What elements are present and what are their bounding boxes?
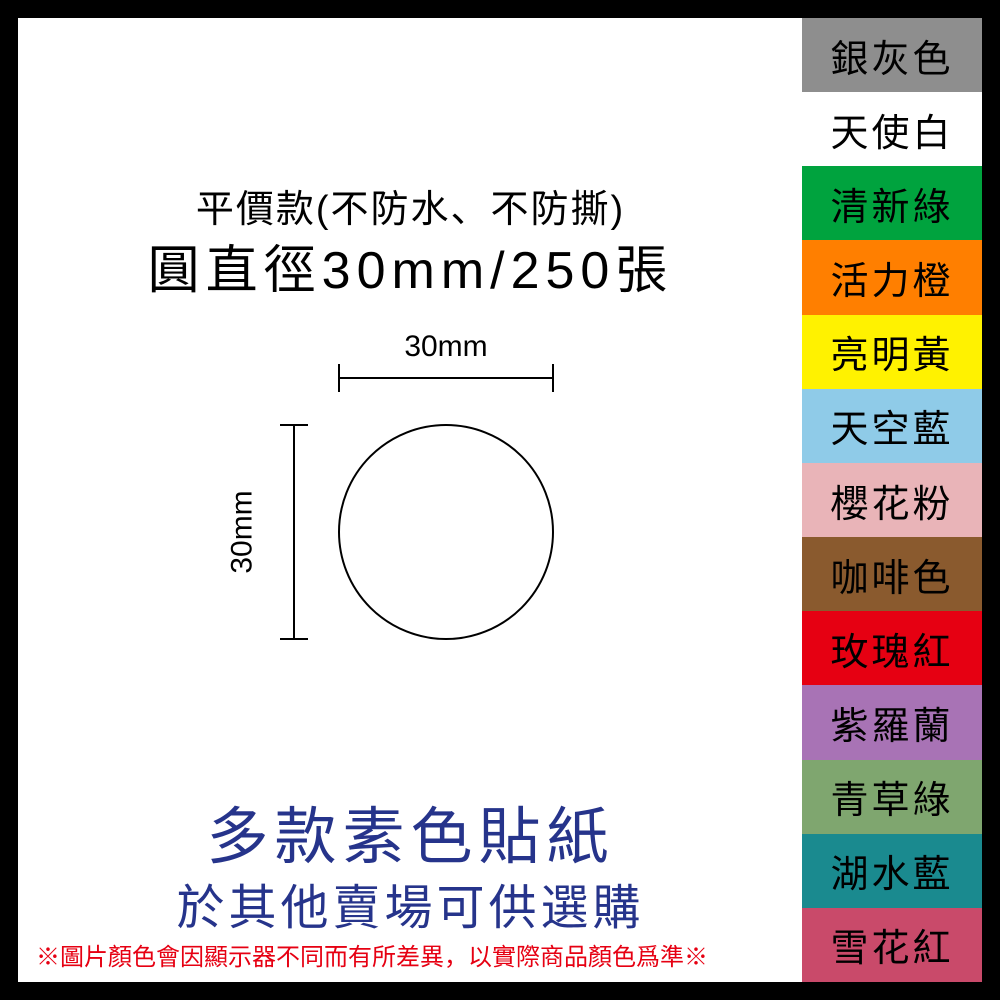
- color-swatch: 櫻花粉: [802, 463, 982, 537]
- width-dimension-line: [338, 377, 554, 379]
- product-subtitle: 平價款(不防水、不防撕): [18, 178, 803, 233]
- promo-text-line1: 多款素色貼紙: [18, 786, 803, 876]
- width-cap-right: [552, 364, 554, 392]
- product-title: 圓直徑30mm/250張: [18, 228, 803, 303]
- color-swatch: 亮明黃: [802, 315, 982, 389]
- height-dimension-line: [293, 424, 295, 640]
- dimension-diagram: 30mm 30mm: [218, 328, 638, 688]
- width-dimension-label: 30mm: [338, 330, 554, 364]
- color-swatch: 活力橙: [802, 240, 982, 314]
- color-swatch: 天空藍: [802, 389, 982, 463]
- color-disclaimer: ※圖片顏色會因顯示器不同而有所差異，以實際商品顏色爲準※: [36, 937, 708, 972]
- color-swatch: 清新綠: [802, 166, 982, 240]
- sticker-circle-outline: [338, 424, 554, 640]
- height-cap-bottom: [280, 638, 308, 640]
- height-dimension-label: 30mm: [228, 424, 258, 640]
- color-swatch: 銀灰色: [802, 18, 982, 92]
- color-swatch: 玫瑰紅: [802, 611, 982, 685]
- color-swatch-column: 銀灰色天使白清新綠活力橙亮明黃天空藍櫻花粉咖啡色玫瑰紅紫羅蘭青草綠湖水藍雪花紅: [802, 18, 982, 982]
- color-swatch: 雪花紅: [802, 908, 982, 982]
- color-swatch: 青草綠: [802, 760, 982, 834]
- color-swatch: 紫羅蘭: [802, 685, 982, 759]
- promo-text-line2: 於其他賣場可供選購: [18, 868, 803, 938]
- color-swatch: 湖水藍: [802, 834, 982, 908]
- product-infographic-frame: 平價款(不防水、不防撕) 圓直徑30mm/250張 30mm 30mm 多款素色…: [0, 0, 1000, 1000]
- color-swatch: 天使白: [802, 92, 982, 166]
- color-swatch: 咖啡色: [802, 537, 982, 611]
- main-content-area: 平價款(不防水、不防撕) 圓直徑30mm/250張 30mm 30mm 多款素色…: [18, 18, 803, 982]
